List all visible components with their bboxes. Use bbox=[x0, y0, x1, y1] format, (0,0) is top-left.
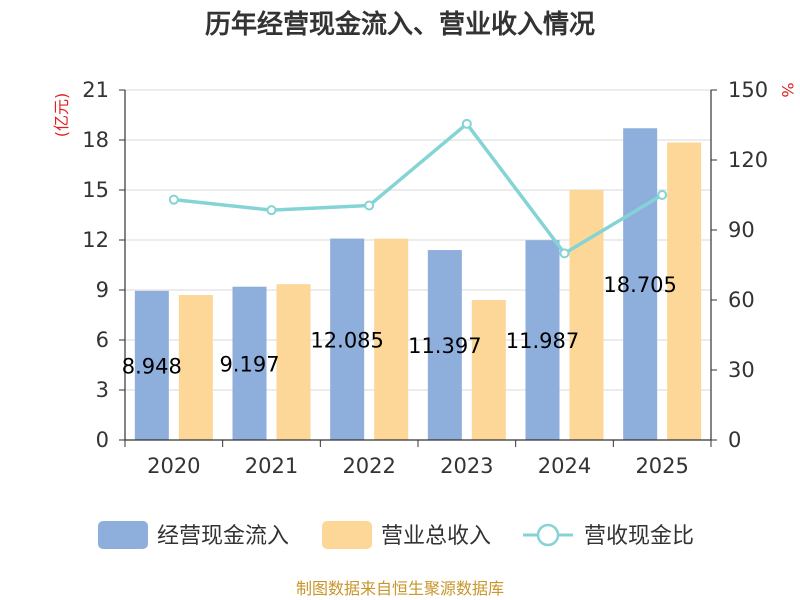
axes: 0 3 6 9 12 15 18 21 0 30 60 90 120 150 2020 2021 2022 202… bbox=[82, 78, 768, 478]
x-tick-label: 2024 bbox=[538, 454, 591, 478]
legend-label: 经营现金流入 bbox=[157, 524, 289, 549]
data-label: 8.948 bbox=[122, 354, 182, 378]
left-tick-label: 6 bbox=[96, 328, 109, 352]
bar-2020-revenue bbox=[178, 295, 213, 440]
bar-2022-revenue bbox=[374, 238, 409, 440]
bar-2025-cash-inflow bbox=[623, 128, 658, 440]
left-tick-label: 0 bbox=[96, 428, 109, 452]
line-series bbox=[168, 118, 668, 259]
right-tick-label: 90 bbox=[728, 218, 755, 242]
bar-labels: 8.948 9.197 12.085 11.397 11.987 18.705 bbox=[122, 273, 677, 378]
data-label: 12.085 bbox=[310, 328, 383, 352]
left-axis-unit: (亿元) bbox=[52, 93, 71, 138]
legend-label: 营收现金比 bbox=[584, 524, 694, 549]
legend: 经营现金流入 营业总收入 营收现金比 bbox=[98, 521, 694, 549]
right-tick-label: 0 bbox=[728, 428, 741, 452]
ratio-point-2021 bbox=[266, 205, 277, 216]
bar-2021-revenue bbox=[276, 284, 311, 440]
left-tick-label: 12 bbox=[82, 228, 109, 252]
legend-swatch-cash-inflow bbox=[98, 521, 148, 549]
bar-2024-cash-inflow bbox=[525, 240, 560, 440]
ratio-point-2024 bbox=[559, 248, 570, 259]
bar-group bbox=[134, 128, 702, 440]
grid bbox=[125, 89, 711, 391]
ratio-point-2022 bbox=[364, 200, 375, 211]
x-tick-label: 2021 bbox=[245, 454, 298, 478]
legend-swatch-ratio-marker bbox=[536, 523, 560, 547]
data-label: 11.987 bbox=[506, 329, 579, 353]
right-tick-label: 60 bbox=[728, 288, 755, 312]
bar-2023-revenue bbox=[471, 300, 506, 440]
x-tick-label: 2025 bbox=[635, 454, 688, 478]
legend-swatch-revenue bbox=[322, 521, 372, 549]
chart-title: 历年经营现金流入、营业收入情况 bbox=[205, 9, 595, 40]
left-tick-label: 18 bbox=[82, 128, 109, 152]
x-tick-label: 2022 bbox=[342, 454, 395, 478]
x-tick-label: 2020 bbox=[147, 454, 200, 478]
right-tick-label: 120 bbox=[728, 148, 768, 172]
bar-2025-revenue bbox=[667, 142, 702, 440]
ratio-point-2023 bbox=[461, 118, 472, 129]
right-axis-unit: % bbox=[778, 82, 797, 97]
left-tick-label: 21 bbox=[82, 78, 109, 102]
right-tick-label: 30 bbox=[728, 358, 755, 382]
right-tick-label: 150 bbox=[728, 78, 768, 102]
left-tick-label: 3 bbox=[96, 378, 109, 402]
source-note: 制图数据来自恒生聚源数据库 bbox=[296, 579, 504, 598]
bar-2023-cash-inflow bbox=[427, 250, 462, 440]
ratio-line bbox=[173, 122, 664, 256]
bar-2020-cash-inflow bbox=[134, 290, 169, 440]
legend-label: 营业总收入 bbox=[381, 524, 491, 549]
bar-2021-cash-inflow bbox=[232, 286, 267, 440]
left-tick-label: 9 bbox=[96, 278, 109, 302]
left-tick-label: 15 bbox=[82, 178, 109, 202]
ratio-point-2025 bbox=[657, 190, 668, 200]
bar-2022-cash-inflow bbox=[330, 238, 365, 440]
data-label: 18.705 bbox=[603, 273, 676, 297]
data-label: 11.397 bbox=[408, 334, 481, 358]
bar-2024-revenue bbox=[569, 190, 604, 440]
data-label: 9.197 bbox=[219, 352, 279, 376]
ratio-point-2020 bbox=[168, 194, 179, 205]
x-tick-label: 2023 bbox=[440, 454, 493, 478]
